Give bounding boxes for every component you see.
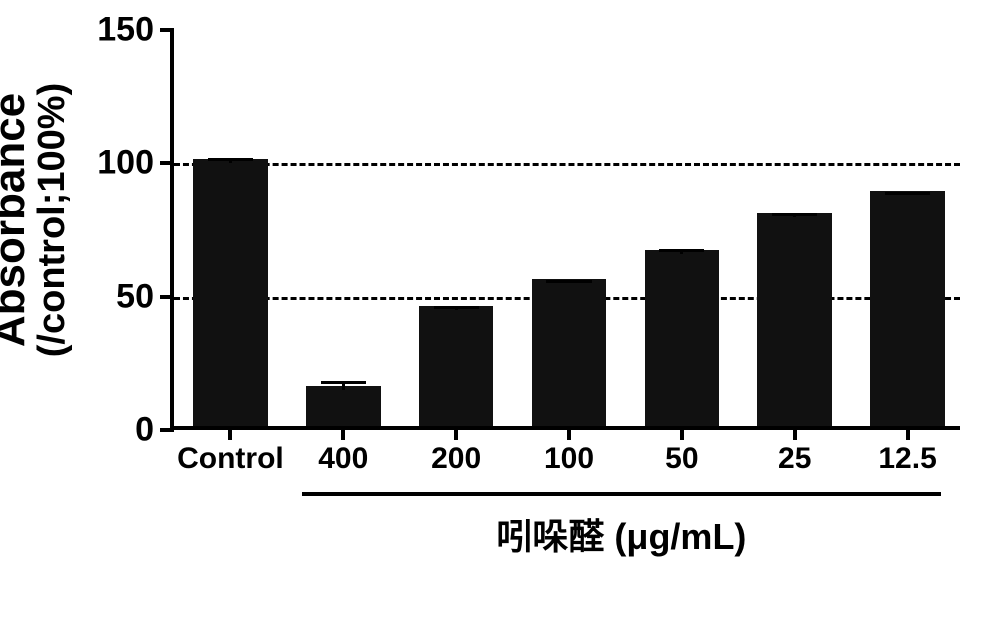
error-bar-cap (659, 249, 704, 252)
x-tick-label: 400 (318, 442, 368, 476)
x-tick-label: 50 (665, 442, 698, 476)
bar (645, 250, 719, 426)
y-axis-title-line2: (/control;100%) (33, 83, 73, 357)
y-axis-title-line1: Absorbance (0, 83, 33, 357)
y-tick (160, 161, 174, 165)
y-tick (160, 295, 174, 299)
y-tick (160, 428, 174, 432)
bar-chart: Absorbance (/control;100%) 050100150Cont… (0, 0, 1000, 625)
plot-area: 050100150Control400200100502512.5 (170, 30, 960, 430)
y-tick-label: 50 (116, 277, 154, 316)
bar (532, 279, 606, 426)
error-bar-cap (546, 280, 591, 283)
error-bar-cap (208, 158, 253, 161)
x-axis-unit-label: 吲哚醛 (μg/mL) (496, 508, 746, 560)
x-tick (567, 426, 571, 440)
bar (419, 306, 493, 426)
error-bar-cap (885, 192, 930, 195)
bar (757, 213, 831, 426)
x-tick (454, 426, 458, 440)
x-tick (680, 426, 684, 440)
x-tick-label: 12.5 (878, 442, 936, 476)
bar (193, 159, 267, 426)
x-tick-label: 100 (544, 442, 594, 476)
y-axis-title: Absorbance (/control;100%) (0, 83, 73, 357)
error-bar-cap (321, 381, 366, 384)
y-tick (160, 28, 174, 32)
x-tick (793, 426, 797, 440)
y-tick-label: 100 (97, 144, 154, 183)
x-tick-label: Control (177, 442, 284, 476)
x-tick-label: 25 (778, 442, 811, 476)
error-bar-cap (434, 306, 479, 309)
dose-group-underline (302, 492, 941, 496)
error-bar-cap (772, 213, 817, 216)
bar (870, 191, 944, 426)
x-tick (341, 426, 345, 440)
y-tick-label: 150 (97, 11, 154, 50)
y-tick-label: 0 (135, 411, 154, 450)
x-tick (228, 426, 232, 440)
reference-line (174, 163, 960, 166)
bar (306, 386, 380, 426)
x-tick (906, 426, 910, 440)
x-tick-label: 200 (431, 442, 481, 476)
